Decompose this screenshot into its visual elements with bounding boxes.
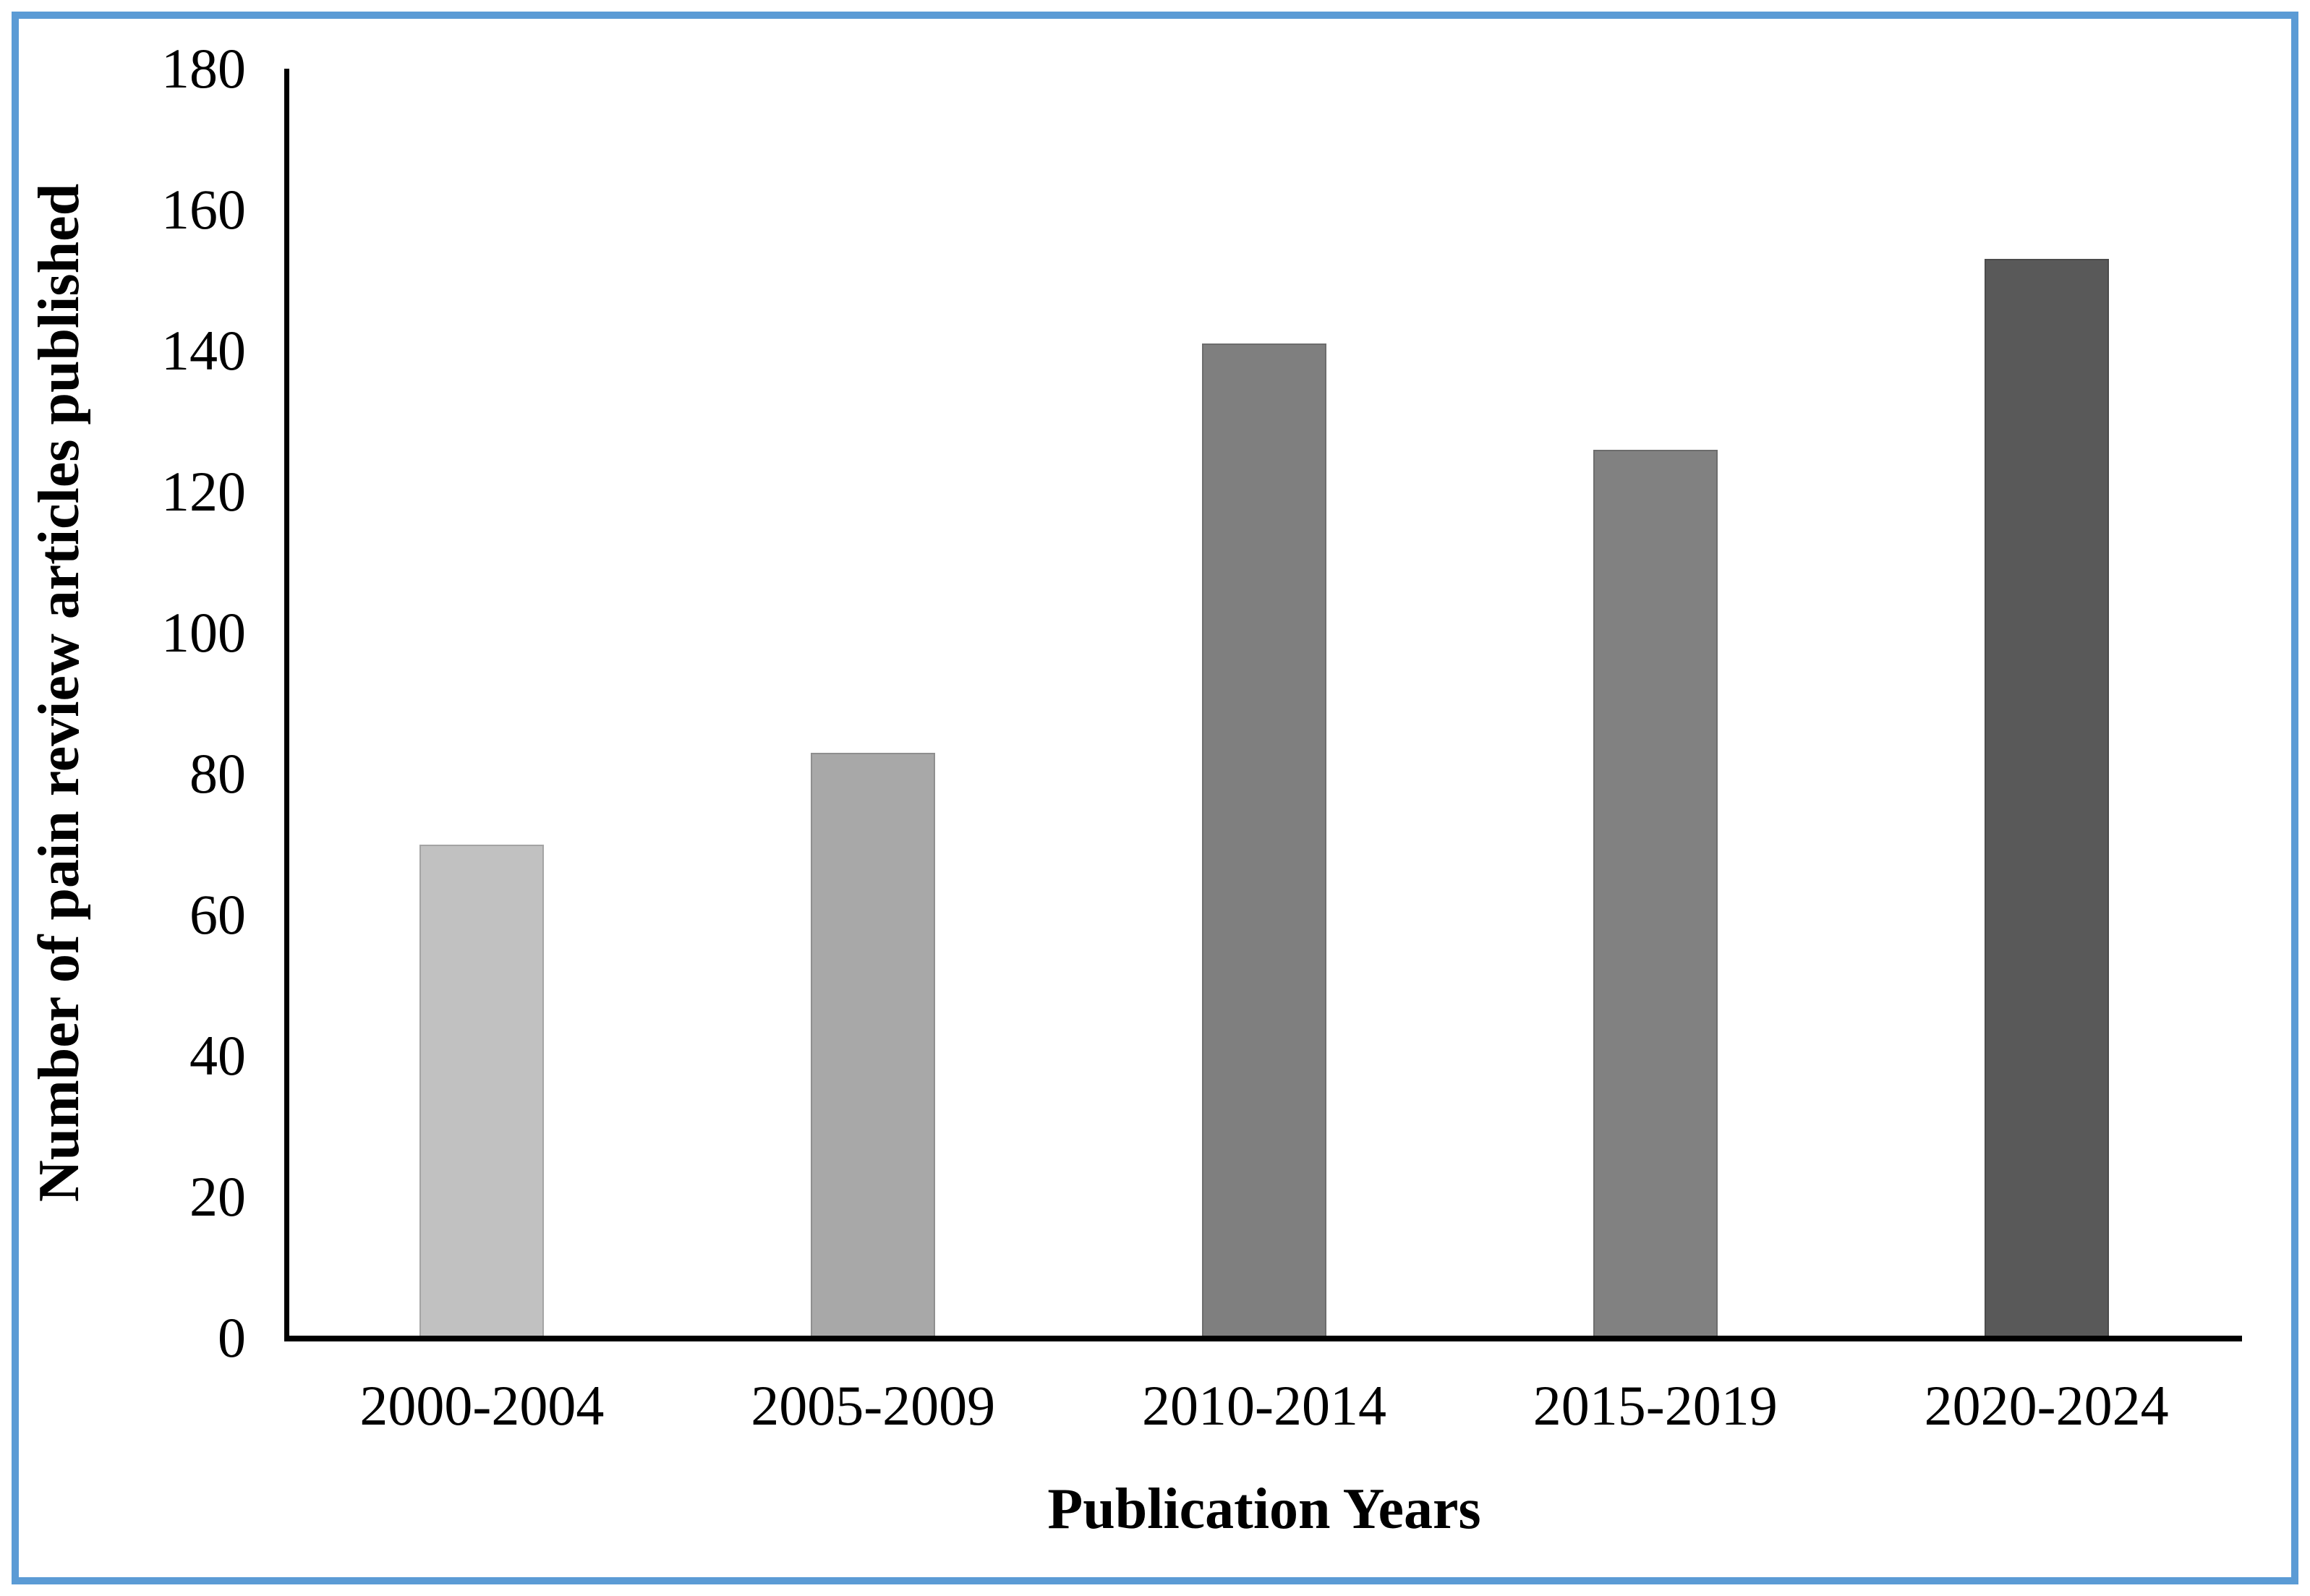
x-category-label-2010-2014: 2010-2014: [1142, 1374, 1386, 1437]
x-category-label-2000-2004: 2000-2004: [359, 1374, 605, 1437]
bar-2015-2019: [1593, 449, 1718, 1338]
y-tick-label-180: 180: [161, 37, 246, 100]
y-axis-line: [284, 69, 289, 1341]
x-category-label-2015-2019: 2015-2019: [1533, 1374, 1778, 1437]
x-category-label-2005-2009: 2005-2009: [751, 1374, 996, 1437]
x-axis-title: Publication Years: [1047, 1477, 1481, 1541]
y-tick-label-160: 160: [161, 178, 246, 241]
bar-2020-2024: [1984, 259, 2109, 1338]
y-tick-label-100: 100: [161, 601, 246, 664]
bar-2005-2009: [811, 752, 936, 1338]
x-category-label-2020-2024: 2020-2024: [1924, 1374, 2169, 1437]
y-tick-label-20: 20: [189, 1165, 246, 1228]
y-tick-label-40: 40: [189, 1024, 246, 1087]
y-tick-label-0: 0: [218, 1306, 246, 1369]
y-tick-label-80: 80: [189, 742, 246, 805]
x-axis-line: [284, 1336, 2242, 1341]
bar-2000-2004: [419, 844, 545, 1338]
y-tick-label-140: 140: [161, 319, 246, 382]
y-tick-label-120: 120: [161, 460, 246, 523]
figure-border-frame: [12, 12, 2298, 1584]
bar-2010-2014: [1202, 343, 1326, 1338]
y-tick-label-60: 60: [189, 883, 246, 946]
